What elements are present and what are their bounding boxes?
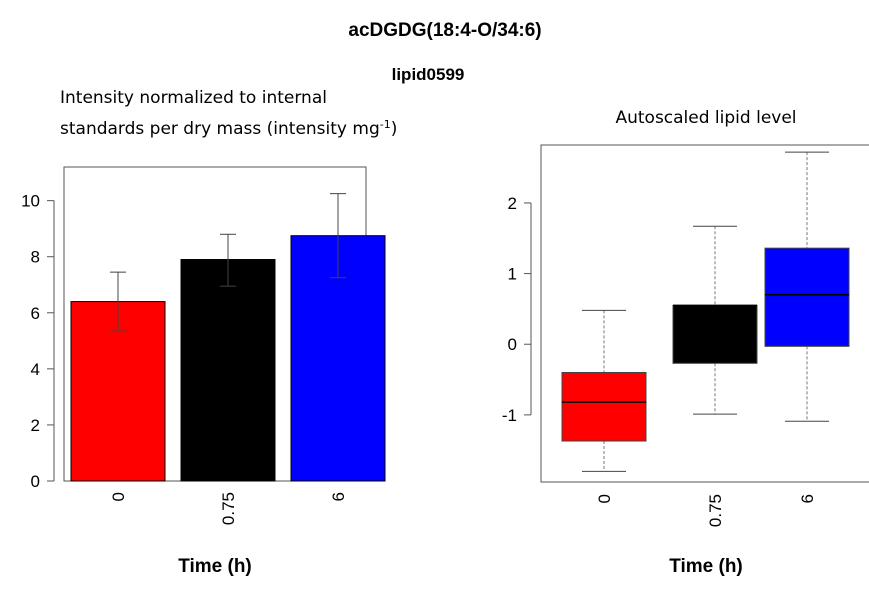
y-tick-label: -1 <box>502 406 517 425</box>
bar-chart-xlabel: Time (h) <box>178 556 252 577</box>
y-tick-label: 6 <box>31 304 40 323</box>
y-tick-label: 0 <box>508 335 517 354</box>
box-plot-plot-frame <box>540 144 869 483</box>
y-tick-label: 2 <box>508 194 517 213</box>
box-plot-xlabel: Time (h) <box>669 556 743 577</box>
box-plot-x-axis: 0 0.75 6 <box>595 494 817 527</box>
box-plot-marks <box>561 151 850 472</box>
x-tick-label: 0 <box>595 494 614 503</box>
bar-chart-ylabel-line1: Intensity normalized to internal <box>60 88 327 108</box>
x-tick-label: 0.75 <box>219 492 238 525</box>
bar-chart-x-axis: 0 0.75 6 <box>109 492 348 525</box>
y-tick-label: 4 <box>31 360 40 379</box>
y-tick-label: 0 <box>31 472 40 491</box>
bar-chart-y-axis: 0 2 4 6 8 10 <box>21 192 55 491</box>
y-tick-label: 8 <box>31 248 40 267</box>
bar <box>180 259 276 482</box>
box-plot-ylabel: Autoscaled lipid level <box>615 108 796 128</box>
y-tick-label: 10 <box>21 192 40 211</box>
box-plot: Autoscaled lipid level -1 0 1 2 0 0.75 6 Time… <box>502 108 869 577</box>
box <box>672 304 758 364</box>
x-tick-label: 0.75 <box>706 494 725 527</box>
y-tick-label: 2 <box>31 416 40 435</box>
bar-chart: Intensity normalized to internal standar… <box>21 88 397 577</box>
figure-title: acDGDG(18:4-O/34:6) <box>348 20 541 41</box>
bar-chart-marks <box>70 193 386 482</box>
x-tick-label: 0 <box>109 492 128 501</box>
x-tick-label: 6 <box>329 492 348 501</box>
box <box>764 247 850 347</box>
y-tick-label: 1 <box>508 265 517 284</box>
box <box>561 371 647 442</box>
x-tick-label: 6 <box>798 494 817 503</box>
bar-chart-ylabel-line2: standards per dry mass (intensity mg-1) <box>60 118 397 140</box>
figure-subtitle: lipid0599 <box>392 65 465 84</box>
box-plot-y-axis: -1 0 1 2 <box>502 194 532 425</box>
